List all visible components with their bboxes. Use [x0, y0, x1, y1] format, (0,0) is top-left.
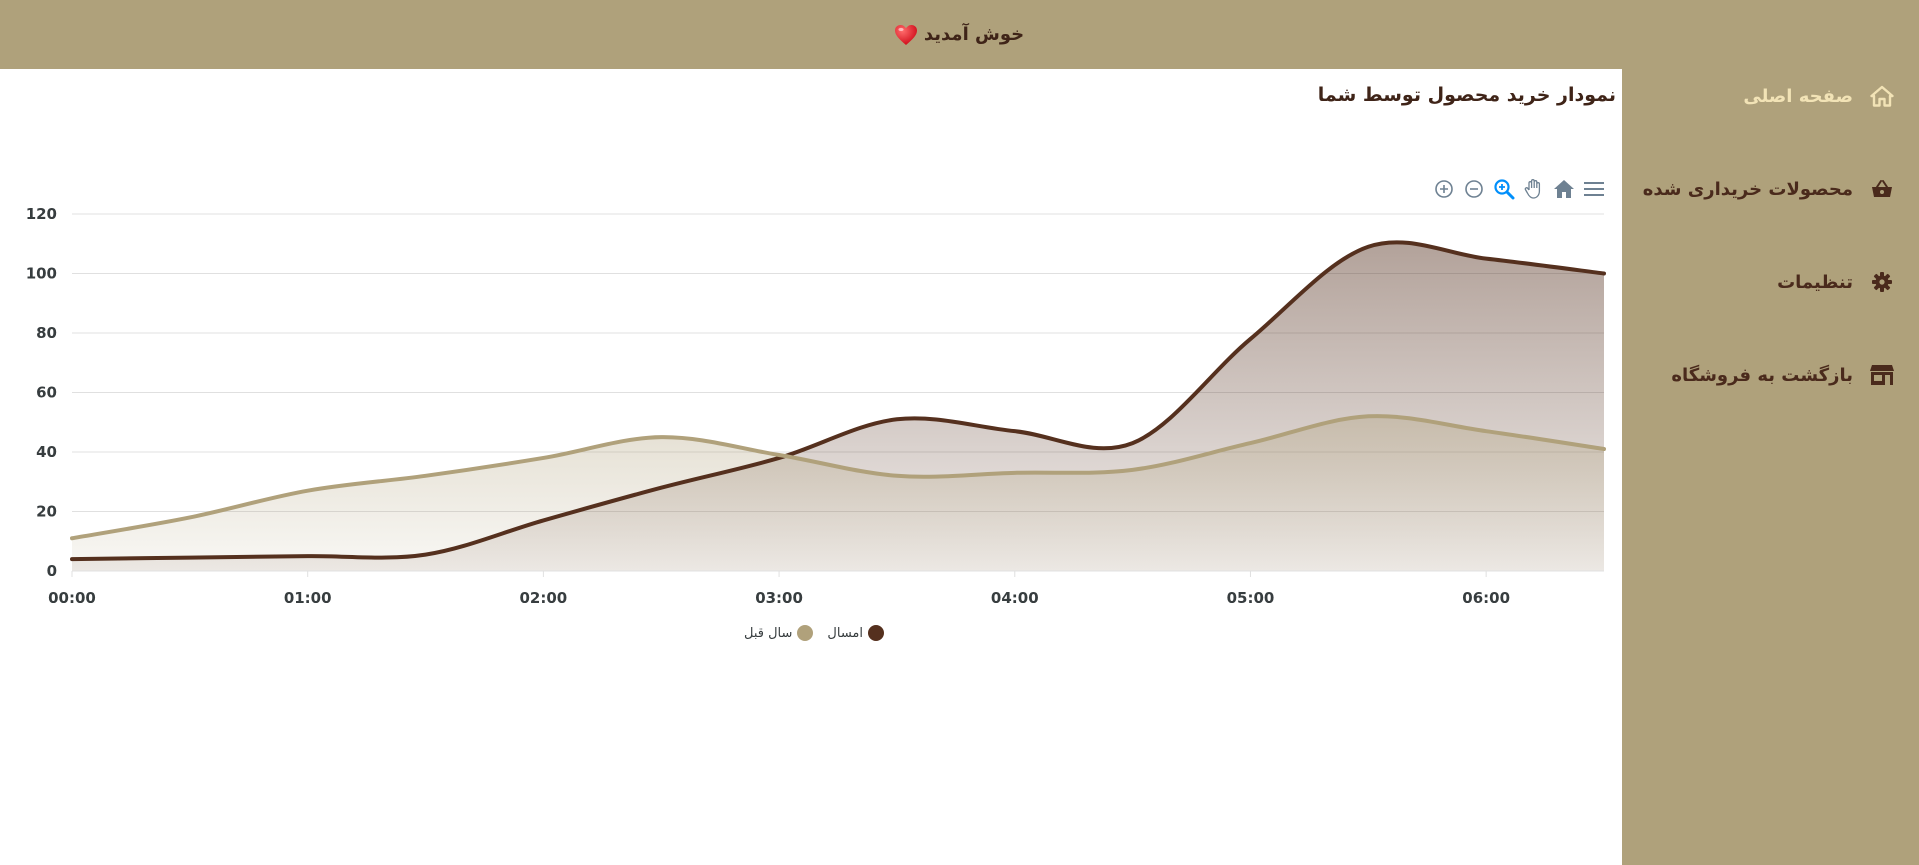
zoom-in-icon[interactable]: [1432, 177, 1456, 201]
sidebar: صفحه اصلی محصولات خریداری شده تنظیمات: [1622, 69, 1919, 865]
chart-toolbar: [1432, 177, 1606, 201]
chart-legend: امسال سال قبل: [744, 625, 885, 641]
legend-marker: [797, 625, 814, 641]
chart-title: نمودار خرید محصول توسط شما: [1317, 84, 1616, 106]
y-tick-label: 100: [26, 265, 57, 283]
series-line-1: [70, 414, 1606, 541]
y-tick-label: 60: [36, 384, 57, 402]
reset-home-icon[interactable]: [1552, 177, 1576, 201]
sidebar-item-back-to-store[interactable]: بازگشت به فروشگاه: [1671, 362, 1895, 388]
legend-label: سال قبل: [744, 625, 793, 641]
shopping-basket-icon: [1869, 176, 1895, 202]
zoom-out-icon[interactable]: [1462, 177, 1486, 201]
area-chart: 0 20 40 60 80 100 120 00:00 01:00 02:00 03:00 04:00…: [26, 205, 1606, 607]
x-tick-label: 03:00: [755, 589, 803, 607]
x-tick-label: 01:00: [284, 589, 332, 607]
series-line-0: [70, 240, 1606, 562]
sidebar-item-purchased-products[interactable]: محصولات خریداری شده: [1643, 176, 1895, 202]
sidebar-item-settings[interactable]: تنظیمات: [1777, 269, 1895, 295]
main-content: نمودار خرید محصول توسط شما 0 20 40 60 80 100 1…: [0, 69, 1622, 865]
menu-icon[interactable]: [1582, 177, 1606, 201]
legend-marker: [868, 625, 885, 641]
y-tick-label: 120: [26, 205, 57, 223]
store-icon: [1869, 362, 1895, 388]
welcome-message: خوش آمدید: [894, 24, 1024, 46]
x-tick-label: 05:00: [1227, 589, 1275, 607]
magnifier-icon[interactable]: [1492, 177, 1516, 201]
sidebar-item-label: محصولات خریداری شده: [1642, 178, 1853, 200]
y-tick-label: 40: [36, 443, 57, 461]
sidebar-item-label: بازگشت به فروشگاه: [1671, 364, 1853, 386]
gear-icon: [1869, 269, 1895, 295]
heart-icon: [894, 24, 917, 45]
pan-hand-icon[interactable]: [1522, 177, 1546, 201]
sidebar-item-label: تنظیمات: [1777, 271, 1853, 293]
legend-item[interactable]: سال قبل: [744, 625, 814, 641]
top-header: خوش آمدید: [0, 0, 1919, 69]
welcome-text: خوش آمدید: [923, 24, 1025, 45]
sidebar-item-label: صفحه اصلی: [1743, 85, 1853, 107]
y-tick-label: 20: [36, 503, 57, 521]
x-tick-label: 06:00: [1462, 589, 1510, 607]
x-tick-label: 00:00: [48, 589, 96, 607]
y-tick-label: 80: [36, 324, 57, 342]
x-tick-label: 02:00: [520, 589, 568, 607]
legend-item[interactable]: امسال: [827, 625, 885, 641]
home-icon: [1869, 83, 1895, 109]
sidebar-item-home[interactable]: صفحه اصلی: [1743, 83, 1895, 109]
x-tick-label: 04:00: [991, 589, 1039, 607]
y-tick-label: 0: [47, 562, 57, 580]
series-area-1: [72, 416, 1604, 571]
legend-label: امسال: [827, 625, 864, 641]
